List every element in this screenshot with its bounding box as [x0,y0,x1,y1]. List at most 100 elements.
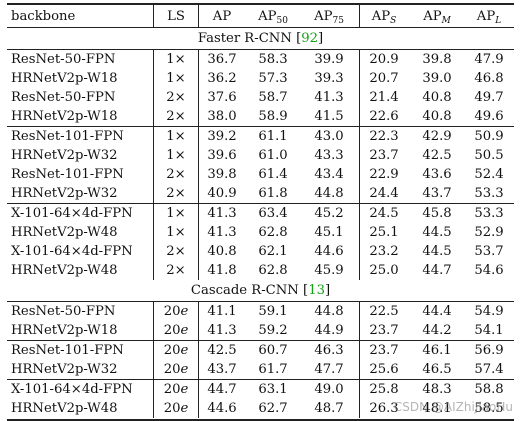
cell-aps: 25.8 [369,382,399,397]
cell-apl: 57.4 [474,362,504,377]
cell-ap: 41.8 [207,263,237,278]
citation-link[interactable]: 92 [301,31,318,46]
cell-ap: 41.3 [207,206,237,221]
table-row: ResNet-50-FPN 2× 37.6 58.7 41.3 21.4 40.8 49.7 [7,88,514,107]
cell-ap: 44.6 [207,401,237,416]
cell-aps: 23.7 [369,148,399,163]
cell-ls: 1× [166,52,186,67]
section-rule [7,27,514,28]
table-row: X-101-64×4d-FPN 1× 41.3 63.4 45.2 24.5 45.8 53.… [7,204,514,223]
table-row: HRNetV2p-W32 20e 43.7 61.7 47.7 25.6 46.5 57.4 [7,360,514,379]
watermark: CSDN @AIZhiJiaoHu [393,400,513,414]
col-header-ap50: AP50 [258,9,288,26]
col-header-ls: LS [167,9,185,24]
cell-ap50: 61.1 [258,129,288,144]
column-divider [198,301,199,418]
cell-backbone: X-101-64×4d-FPN [11,382,133,397]
column-divider [359,49,360,280]
col-header-ap75: AP75 [314,9,344,26]
cell-apm: 48.3 [422,382,452,397]
section-rule [7,379,514,380]
cell-ap: 40.8 [207,244,237,259]
cell-ap50: 58.3 [258,52,288,67]
cell-backbone: HRNetV2p-W32 [11,186,118,201]
cell-ap: 44.7 [207,382,237,397]
table-row: ResNet-50-FPN 20e 41.1 59.1 44.8 22.5 44.4 54.9 [7,302,514,321]
table-row: X-101-64×4d-FPN 20e 44.7 63.1 49.0 25.8 48.3 58… [7,380,514,399]
cell-ap50: 60.7 [258,343,288,358]
col-header-aps: APS [371,9,397,26]
cell-backbone: HRNetV2p-W32 [11,362,118,377]
cell-apl: 58.8 [474,382,504,397]
table-row: HRNetV2p-W32 2× 40.9 61.8 44.8 24.4 43.7 53.3 [7,184,514,203]
cell-ap75: 44.8 [314,186,344,201]
cell-backbone: HRNetV2p-W18 [11,323,118,338]
cell-apm: 46.5 [422,362,452,377]
col-header-backbone: backbone [11,9,76,24]
cell-ls: 2× [166,109,186,124]
cell-ap: 42.5 [207,343,237,358]
cell-apm: 44.4 [422,304,452,319]
cell-ap50: 63.1 [258,382,288,397]
column-divider [198,3,199,27]
cell-ls: 2× [166,244,186,259]
table-row: HRNetV2p-W18 2× 38.0 58.9 41.5 22.6 40.8 49.6 [7,107,514,126]
cell-backbone: HRNetV2p-W18 [11,71,118,86]
cell-ap75: 43.3 [314,148,344,163]
cell-ap: 41.3 [207,323,237,338]
cell-ls: 2× [166,186,186,201]
cell-ap75: 45.1 [314,225,344,240]
cell-aps: 23.7 [369,343,399,358]
results-table: backbone LS AP AP50 AP75 APS APM APL Fas… [7,3,514,421]
cell-apl: 46.8 [474,71,504,86]
cell-apl: 47.9 [474,52,504,67]
cell-apl: 52.4 [474,167,504,182]
cell-ap50: 61.0 [258,148,288,163]
cell-backbone: HRNetV2p-W48 [11,263,118,278]
cell-backbone: X-101-64×4d-FPN [11,206,133,221]
cell-backbone: HRNetV2p-W48 [11,225,118,240]
cell-ap50: 62.1 [258,244,288,259]
cell-ls: 20e [163,343,189,358]
cell-apm: 46.1 [422,343,452,358]
cell-apm: 40.8 [422,109,452,124]
section-name: Faster R-CNN [197,31,292,46]
section-rule [7,49,514,50]
cell-aps: 23.7 [369,323,399,338]
cell-apl: 49.7 [474,90,504,105]
column-divider [198,49,199,280]
cell-apm: 40.8 [422,90,452,105]
cell-aps: 21.4 [369,90,399,105]
col-header-ap: AP [212,9,232,24]
cell-ls: 1× [166,206,186,221]
cell-backbone: ResNet-101-FPN [11,343,124,358]
cell-apl: 53.3 [474,206,504,221]
table-row: X-101-64×4d-FPN 2× 40.8 62.1 44.6 23.2 44.5 53.… [7,242,514,261]
cell-ls: 1× [166,71,186,86]
table-row: ResNet-101-FPN 20e 42.5 60.7 46.3 23.7 46.1 56.… [7,341,514,360]
citation-link[interactable]: 13 [308,283,325,298]
cell-apl: 49.6 [474,109,504,124]
table-row: HRNetV2p-W48 20e 44.6 62.7 48.7 26.3 48.1 58.5 [7,399,514,418]
cell-ap75: 43.4 [314,167,344,182]
table-row: HRNetV2p-W18 20e 41.3 59.2 44.9 23.7 44.2 54.1 [7,321,514,340]
cell-aps: 22.9 [369,167,399,182]
column-divider [153,49,154,280]
cell-ap75: 41.5 [314,109,344,124]
cell-ap50: 58.7 [258,90,288,105]
cell-aps: 23.2 [369,244,399,259]
cell-ap50: 62.8 [258,263,288,278]
cell-ls: 1× [166,148,186,163]
cell-ap: 39.8 [207,167,237,182]
cell-aps: 24.4 [369,186,399,201]
cell-backbone: X-101-64×4d-FPN [11,244,133,259]
cell-ap50: 57.3 [258,71,288,86]
cell-aps: 25.0 [369,263,399,278]
cell-ap: 36.7 [207,52,237,67]
cell-ap50: 61.4 [258,167,288,182]
column-divider [359,3,360,27]
cell-ap75: 39.3 [314,71,344,86]
section-title: Cascade R-CNN [13] [190,283,331,298]
cell-apl: 50.5 [474,148,504,163]
cell-apm: 44.5 [422,244,452,259]
